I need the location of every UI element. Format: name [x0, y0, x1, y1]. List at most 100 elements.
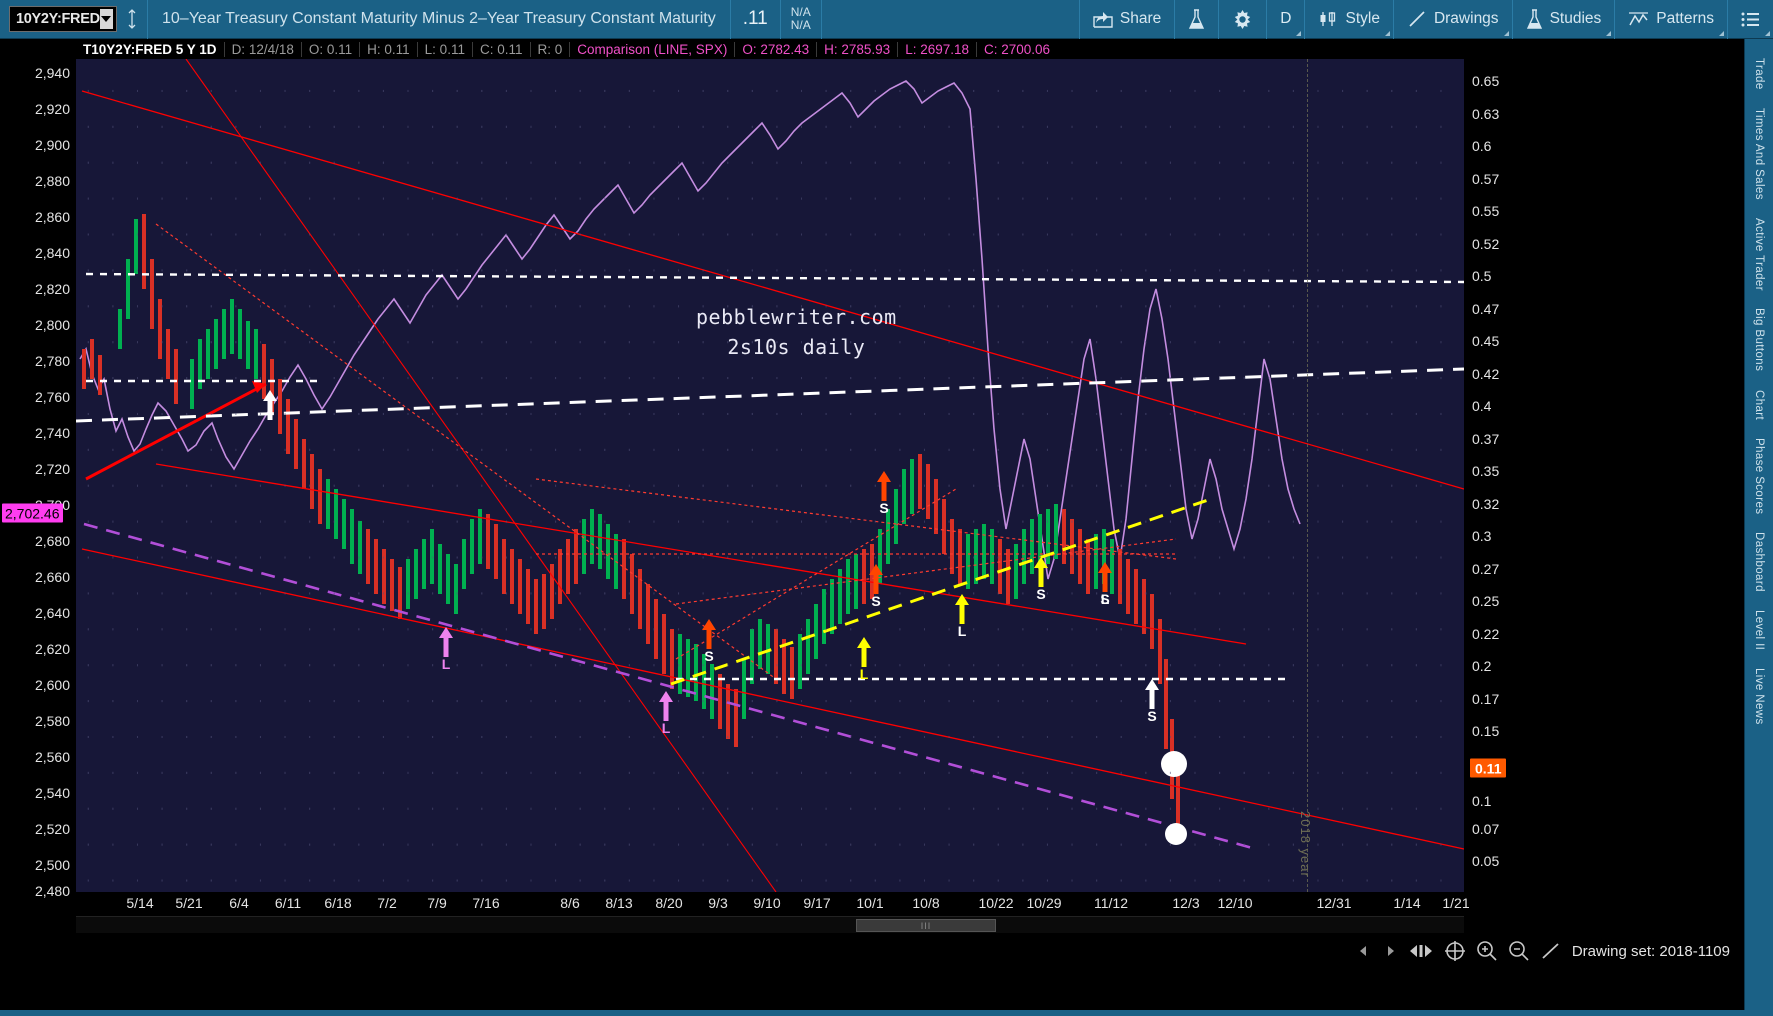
change-na-bottom: N/A [790, 18, 811, 32]
axis-tick: 2,580 [34, 713, 70, 729]
crosshair-icon[interactable] [1444, 940, 1466, 962]
scrollbar-thumb[interactable]: III [856, 919, 996, 932]
marker-label: L [859, 666, 869, 682]
divider [1727, 0, 1728, 39]
compare-icon[interactable] [117, 8, 147, 30]
left-price-axis[interactable]: 2,940 2,920 2,900 2,880 2,860 2,840 2,82… [0, 59, 76, 899]
trade-marker[interactable]: L [856, 637, 872, 682]
sidebar-item-trade[interactable]: Trade [1753, 58, 1765, 90]
axis-tick: 2,740 [34, 425, 70, 441]
sidebar-item-active-trader[interactable]: Active Trader [1753, 217, 1765, 291]
drawings-label: Drawings [1433, 10, 1499, 27]
trade-marker[interactable]: L [1101, 592, 1110, 607]
divider [1392, 0, 1394, 39]
arrow-up-icon [659, 691, 673, 721]
date-tick: 10/8 [912, 895, 940, 911]
legend-date: D: 12/4/18 [223, 41, 301, 57]
divider [820, 0, 822, 39]
trade-marker[interactable]: S [701, 619, 717, 664]
chevron-down-icon[interactable] [99, 9, 113, 29]
axis-tick: 2,640 [34, 605, 70, 621]
axis-tick: 2,480 [34, 883, 70, 899]
draw-line-icon[interactable] [1540, 941, 1562, 961]
interval-button[interactable]: D [1267, 0, 1304, 39]
divider [1304, 0, 1306, 39]
interval-label: D [1280, 10, 1292, 27]
status-bar: Drawing set: 2018-1109 [0, 933, 1744, 969]
date-tick: 7/9 [427, 895, 447, 911]
chart-legend: T10Y2Y:FRED 5 Y 1D D: 12/4/18 O: 0.11 H:… [76, 39, 1464, 59]
axis-tick: 0.55 [1472, 203, 1500, 219]
patterns-label: Patterns [1656, 10, 1714, 27]
trade-marker[interactable] [262, 390, 278, 420]
share-label: Share [1119, 10, 1162, 27]
marker-label: L [441, 656, 451, 672]
chart-area: T10Y2Y:FRED 5 Y 1D D: 12/4/18 O: 0.11 H:… [0, 39, 1744, 1016]
menu-button[interactable] [1728, 0, 1773, 39]
arrow-up-icon [439, 627, 453, 657]
pattern-icon [1628, 9, 1649, 29]
legend-range: R: 0 [529, 41, 570, 57]
trade-marker[interactable]: L [954, 594, 970, 639]
zoom-out-icon[interactable] [1508, 940, 1530, 962]
axis-tick: 2,620 [34, 641, 70, 657]
marker-label: S [879, 500, 889, 516]
share-button[interactable]: Share [1080, 0, 1174, 39]
sidebar-item-big-buttons[interactable]: Big Buttons [1753, 308, 1765, 372]
flask-icon [1526, 8, 1543, 30]
trade-marker[interactable]: L [438, 627, 454, 672]
arrow-up-icon [869, 564, 883, 594]
patterns-button[interactable]: Patterns [1615, 0, 1727, 39]
sidebar-item-chart[interactable]: Chart [1753, 389, 1765, 420]
divider [1078, 0, 1080, 39]
right-price-axis[interactable]: 0.65 0.63 0.6 0.57 0.55 0.52 0.5 0.47 0.… [1464, 59, 1526, 892]
scroll-right-icon[interactable] [1382, 944, 1398, 958]
sidebar-item-live-news[interactable]: Live News [1753, 668, 1765, 725]
year-divider [1307, 59, 1308, 892]
date-axis[interactable]: 5/14 5/21 6/4 6/11 6/18 7/2 7/9 7/16 8/6… [76, 892, 1470, 916]
date-tick: 6/11 [274, 895, 302, 911]
right-sidebar: Trade Times And Sales Active Trader Big … [1744, 39, 1773, 1016]
scroll-left-icon[interactable] [1356, 944, 1372, 958]
fit-width-icon[interactable] [1408, 942, 1434, 960]
trade-marker[interactable]: S [868, 564, 884, 609]
studies-button[interactable]: Studies [1513, 0, 1615, 39]
zoom-in-icon[interactable] [1476, 940, 1498, 962]
trade-marker[interactable]: L [658, 691, 674, 736]
date-tick: 10/29 [1026, 895, 1062, 911]
trade-marker[interactable]: S [876, 471, 892, 516]
axis-tick: 2,880 [34, 173, 70, 189]
studies-label: Studies [1549, 10, 1602, 27]
divider [1614, 0, 1616, 39]
legend-open: O: 0.11 [300, 41, 359, 57]
axis-tick: 0.4 [1472, 398, 1492, 414]
horizontal-scrollbar[interactable]: III [76, 916, 1464, 933]
legend-comparison-low: L: 2697.18 [897, 41, 976, 57]
trade-marker[interactable]: S [1097, 562, 1113, 607]
style-button[interactable]: Style [1305, 0, 1392, 39]
trade-marker[interactable]: S [1144, 679, 1160, 724]
studies-flask-button[interactable] [1175, 0, 1218, 39]
sidebar-item-phase-scores[interactable]: Phase Scores [1753, 437, 1765, 515]
sidebar-item-level-ii[interactable]: Level II [1753, 610, 1765, 651]
gear-icon [1232, 9, 1253, 30]
left-price-marker: 2,702.46 [2, 503, 63, 523]
plot-canvas[interactable]: 2018 year [76, 59, 1464, 892]
axis-tick: 0.3 [1472, 528, 1492, 544]
last-price: .11 [742, 8, 768, 29]
date-tick: 9/3 [708, 895, 728, 911]
drawings-button[interactable]: Drawings [1394, 0, 1512, 39]
sidebar-item-times-and-sales[interactable]: Times And Sales [1753, 107, 1765, 200]
axis-tick: 2,540 [34, 785, 70, 801]
arrow-up-icon [1145, 679, 1159, 709]
sidebar-item-dashboard[interactable]: Dashboard [1753, 532, 1765, 593]
legend-symbol[interactable]: T10Y2Y:FRED 5 Y 1D [83, 41, 217, 57]
legend-comparison[interactable]: Comparison (LINE, SPX) [569, 41, 734, 57]
symbol-selector[interactable]: 10Y2Y:FRED [9, 6, 117, 32]
settings-button[interactable] [1219, 0, 1266, 39]
divider [1218, 0, 1220, 39]
axis-tick: 0.37 [1472, 431, 1500, 447]
date-tick: 8/13 [605, 895, 633, 911]
corner-caret-icon [1296, 30, 1302, 36]
trade-marker[interactable]: S [1033, 557, 1049, 602]
